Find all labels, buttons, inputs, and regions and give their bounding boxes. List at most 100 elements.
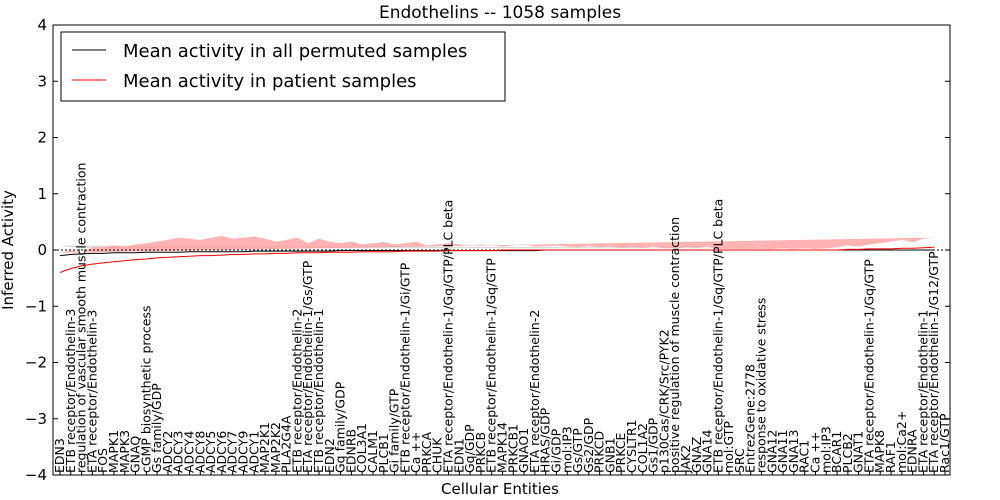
category-label: GNA14 [700,429,715,473]
category-label: mol:Ca2+ [894,411,909,473]
category-label: ETB receptor/Endothelin-1/Gi/GTP [397,262,412,473]
category-label: ETB receptor/Endothelin-2 [289,309,304,473]
category-label: Gs2/GDP [581,417,596,473]
category-label: ADCY1 [246,431,261,473]
category-label: MAP2K2 [268,422,283,473]
category-label: ADCY4 [182,431,197,473]
category-label: ETA receptor/Endothelin-1/Gq/GTP/PLC bet… [441,200,456,473]
category-label: MAP2K1 [257,422,272,473]
category-label: MAPK3 [117,430,132,473]
category-label: COL1A2 [635,423,650,473]
category-label: PRKCD [592,431,607,473]
legend-label-permuted: Mean activity in all permuted samples [123,41,467,62]
category-label: mol:IP3 [818,426,833,473]
category-label: PRKCE [613,433,628,473]
y-axis-label: Inferred Activity [0,190,17,310]
y-tick-label: 1 [37,185,47,203]
category-label: PRKCA [419,432,434,473]
category-label: mol:GTP [721,421,736,473]
legend-box [60,31,506,102]
category-label: GNA12 [764,430,779,474]
category-label: Gs/GTP [570,428,585,473]
category-label: ADCY9 [236,431,251,473]
confidence-bands [60,235,935,253]
category-label: COL3A1 [354,423,369,473]
category-label: GNB1 [602,437,617,473]
category-label: CYSLTR1 [624,419,639,473]
category-label: PRKCB [473,432,488,473]
category-label: MAPK14 [495,422,510,473]
category-label: GNAZ [689,437,704,473]
plot-frame [52,24,951,476]
category-label: EDN2 [322,438,337,473]
category-label: EDNRA [905,429,920,473]
category-label: SRC [732,448,747,473]
category-label: Rac1/GTP [937,413,952,473]
y-tick-label: 4 [37,16,47,34]
category-label: GNAQ [128,436,143,473]
category-label: ADCY2 [160,431,175,473]
category-label: ETB receptor/Endothelin-1/Gq/GTP/PLC bet… [710,199,725,473]
category-label: ETB receptor/Endothelin-1/Gq/GTP [484,258,499,473]
category-label: CALM1 [365,430,380,473]
category-label: regulation of vascular smooth muscle con… [74,163,89,473]
category-label: ETA receptor/Endothelin-1/G12/GTP [926,251,941,473]
category-label: GNA13 [786,430,801,474]
category-label: EDN3 [52,438,67,473]
category-label: EntrezGene:2778 [743,364,758,473]
category-label: RAF1 [883,441,898,473]
category-label: ADCY8 [192,431,207,473]
category-label: PLA2G4A [279,415,294,473]
category-label: GNA11 [775,430,790,474]
category-label: GNAT1 [851,431,866,473]
y-tick-label: 0 [37,241,47,259]
y-tick-label: −3 [25,410,47,428]
category-label: ETA receptor/Endothelin-1 [915,310,930,473]
category-label: EDNRB [343,429,358,473]
category-label: GNAO1 [516,428,531,473]
category-label: RAC1 [797,440,812,473]
category-label: Gi family/GTP [387,388,402,473]
legend: Mean activity in all permuted samples Me… [60,31,506,102]
category-label: ADCY3 [171,431,186,473]
category-label: BCAR1 [829,431,844,473]
x-axis-label: Cellular Entities [441,480,559,498]
category-label: cGMP biosynthetic process [138,305,153,473]
category-label: ETB receptor/Endothelin-3 [63,309,78,473]
category-label: Gi/GDP [549,428,564,473]
category-label: Ca ++ [808,432,823,473]
category-label: ADCY5 [203,431,218,473]
y-tick-label: −4 [25,466,47,484]
category-label: JAK2 [678,445,693,474]
category-label: ETA receptor/Endothelin-1/Gs/GTP [300,260,315,473]
category-label: ADCY7 [225,431,240,473]
category-label: HRAS/GDP [538,407,553,473]
category-label: p130Cas/CRK/Src/PYK2 [656,329,671,473]
y-tick-label: −1 [25,297,47,315]
category-label: PLCB1 [376,433,391,473]
category-label: ADCY6 [214,431,229,473]
category-label: ETA receptor/Endothelin-1/Gq/GTP [862,259,877,473]
category-label: Gs family/GDP [149,383,164,473]
mean-lines [53,246,950,273]
patient-mean-line [59,246,935,273]
chart-title: Endothelins -- 1058 samples [379,3,621,23]
legend-label-patient: Mean activity in patient samples [123,71,417,92]
category-label: ETA receptor/Endothelin-3 [84,310,99,473]
y-tick-label: −2 [25,354,47,372]
category-label: FOS [95,448,110,473]
category-label: response to oxidative stress [754,298,769,473]
category-label: Gq family/GDP [333,381,348,473]
category-label: mol:IP3 [559,426,574,473]
category-label: positive regulation of muscle contractio… [667,217,682,473]
category-label: ETB receptor/Endothelin-1 [311,309,326,473]
category-label: Ca ++ [408,432,423,473]
category-label: MAPK1 [106,430,121,473]
category-label: Gs1/GDP [646,417,661,473]
category-label: Gq/GDP [462,424,477,473]
y-tick-label: 2 [37,129,47,147]
category-label: PRKCB1 [505,424,520,473]
category-label: CHUK [430,437,445,473]
